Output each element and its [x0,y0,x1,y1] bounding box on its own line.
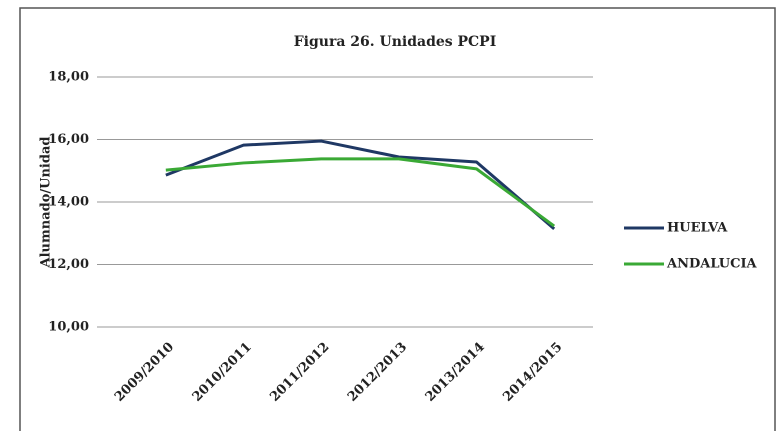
legend-label: ANDALUCIA [666,257,758,272]
chart-title: Figura 26. Unidades PCPI [294,34,497,50]
line-series [165,139,556,231]
y-tick-label: 16,00 [48,132,89,147]
y-axis-label: Alumnado/Unidad [39,137,54,269]
y-tick-label: 14,00 [48,195,89,210]
chart-border [19,7,776,431]
line-series [165,157,556,228]
y-tick-label: 18,00 [48,70,89,85]
y-tick-label: 12,00 [48,257,89,272]
legend-label: HUELVA [667,221,728,236]
y-tick-label: 10,00 [48,320,89,335]
